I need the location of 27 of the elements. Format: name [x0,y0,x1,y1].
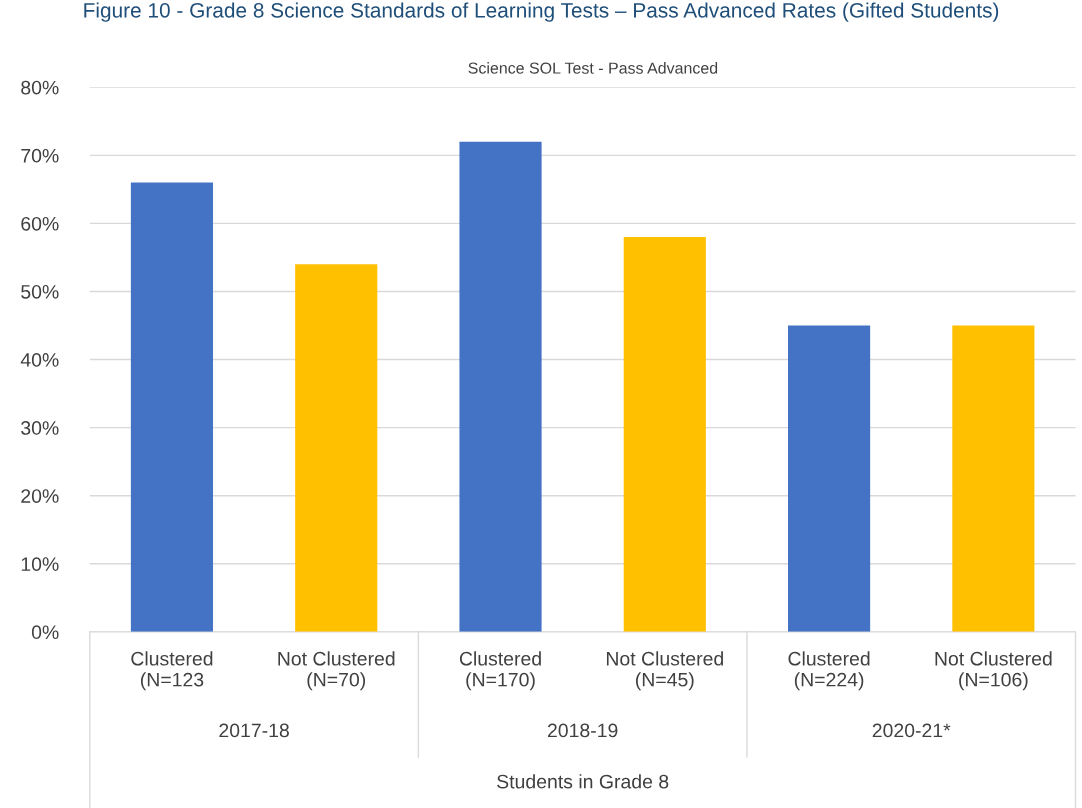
x-axis-title: Students in Grade 8 [497,774,669,789]
chart-subtitle: Science SOL Test - Pass Advanced [468,62,718,74]
y-tick-label: 70% [21,148,59,163]
text: 2017-18 [219,723,289,738]
x-tick-label: Clustered (N=170) [459,651,541,691]
x-tick-label: Clustered (N=224) [788,651,870,691]
y-tick-label: 80% [21,80,59,95]
text: 2018-19 [547,723,618,738]
chart-title: Figure 10 - Grade 8 Science Standards of Learning Tests – Pass Advanced Rates (Gifted Students) [84,2,999,22]
x-tick-label: Not Clustered (N=45) [606,651,723,691]
y-tick-label: 0% [31,625,59,640]
x-tick-label: Not Clustered (N=106) [935,651,1052,691]
y-tick-label: 30% [21,421,59,435]
y-tick-label: 10% [21,557,59,572]
bar [952,325,1035,632]
y-tick-label: 20% [21,489,59,503]
bar [788,325,871,632]
text: 2020-21* [872,723,951,738]
y-tick-label: 60% [21,216,59,231]
bar [623,237,706,632]
y-tick-label: 40% [20,353,59,367]
bar [130,182,214,632]
bar [459,141,542,632]
y-tick-label: 50% [21,284,59,299]
x-tick-label: Clustered (N=123 [131,651,213,691]
x-tick-label: Not Clustered (N=70) [278,651,395,691]
bar [295,264,378,632]
